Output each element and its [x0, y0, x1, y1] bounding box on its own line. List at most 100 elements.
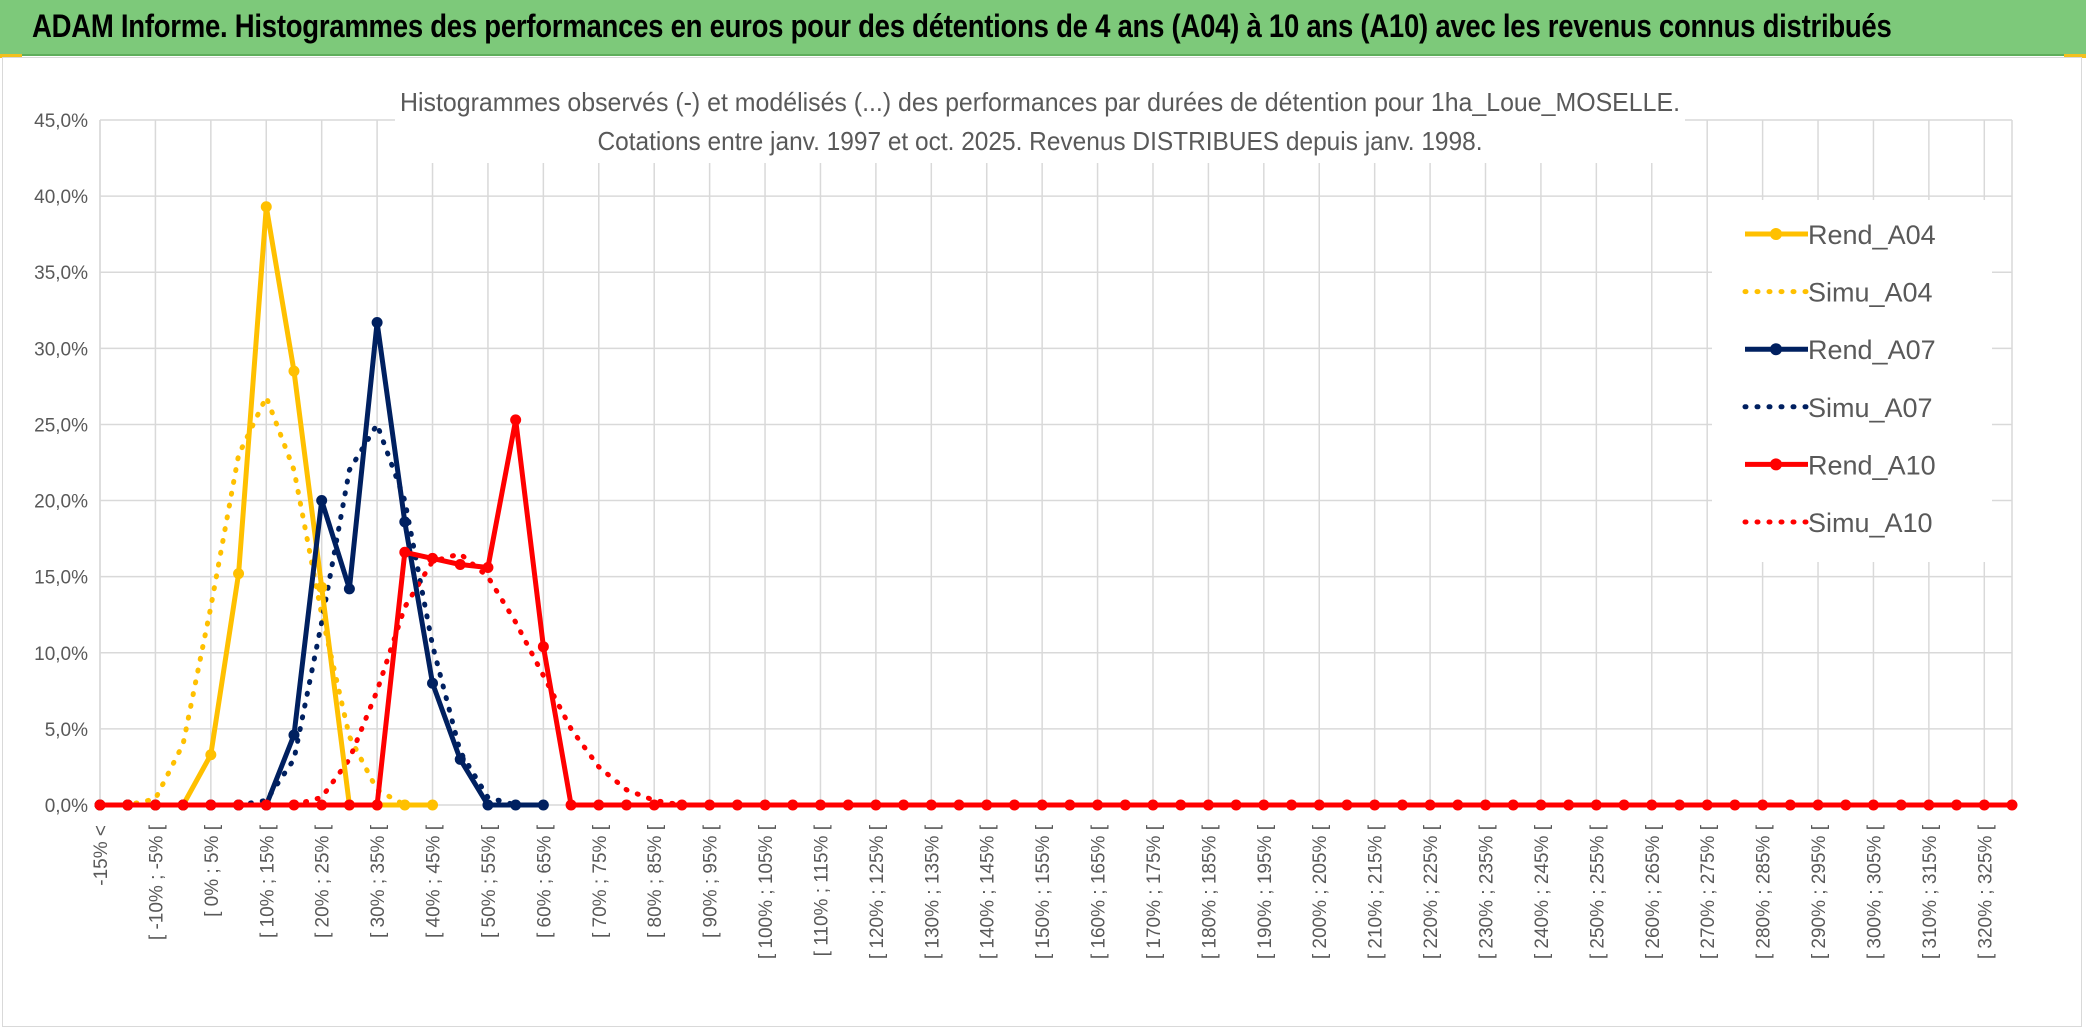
legend-item-simu-a10: Simu_A10: [1742, 508, 1933, 538]
x-tick-label: [ 60% ; 65% [: [534, 824, 555, 938]
data-point: [343, 799, 355, 811]
series-line: [97, 390, 408, 808]
data-point: [1618, 799, 1630, 811]
legend: Rend_A04 Simu_A04 Rend_A07 Simu_A07 Rend_A10…: [1742, 220, 1936, 538]
y-tick-label: 25,0%: [34, 415, 88, 436]
data-point: [1258, 799, 1270, 811]
series-line: [291, 551, 685, 808]
data-point: [343, 583, 355, 595]
legend-item-rend-a10: Rend_A10: [1745, 450, 1936, 480]
report-banner: ADAM Informe. Histogrammes des performan…: [0, 0, 2086, 56]
data-point: [1646, 799, 1658, 811]
x-tick-label: [ 80% ; 85% [: [645, 824, 666, 938]
data-point: [1119, 799, 1131, 811]
legend-label: Simu_A04: [1808, 278, 1933, 308]
x-tick-label: [ 90% ; 95% [: [701, 824, 722, 938]
data-point: [676, 799, 688, 811]
data-point: [288, 365, 300, 377]
x-tick-label: [ 140% ; 145% [: [978, 824, 999, 959]
y-tick-label: 10,0%: [34, 644, 88, 665]
data-point: [1452, 799, 1464, 811]
x-axis: -15% < [ -10% ; -5% [[ 0% ; 5% [[ 10% ; 1…: [91, 824, 1996, 959]
series-line: [100, 417, 2012, 808]
data-point: [482, 799, 494, 811]
data-point: [1230, 799, 1242, 811]
data-point: [1867, 799, 1879, 811]
data-point: [1175, 799, 1187, 811]
data-point: [205, 749, 217, 761]
x-tick-label: [ 190% ; 195% [: [1255, 824, 1276, 959]
data-point: [1978, 799, 1990, 811]
x-tick-label: [ 320% ; 325% [: [1975, 824, 1996, 959]
data-point: [399, 799, 411, 811]
series-line: [236, 418, 519, 808]
x-tick-label: [ 250% ; 255% [: [1587, 824, 1608, 959]
data-point: [1507, 799, 1519, 811]
chart-frame: [2, 57, 2082, 1027]
data-point: [399, 516, 411, 528]
data-point: [1701, 799, 1713, 811]
data-point: [704, 799, 716, 811]
x-tick-label: [ 70% ; 75% [: [590, 824, 611, 938]
data-point: [427, 799, 439, 811]
data-point: [233, 568, 245, 580]
data-point: [427, 677, 439, 689]
chart-title-line2: Cotations entre janv. 1997 et oct. 2025.…: [598, 126, 1483, 156]
y-tick-label: 5,0%: [45, 720, 88, 741]
x-tick-label: [ 270% ; 275% [: [1698, 824, 1719, 959]
x-tick-label: [ 280% ; 285% [: [1754, 824, 1775, 959]
corner-marker-right: [2064, 54, 2086, 58]
data-point: [205, 799, 217, 811]
x-tick-label: [ 300% ; 305% [: [1864, 824, 1885, 959]
y-tick-label: 45,0%: [34, 111, 88, 132]
data-point: [1036, 799, 1048, 811]
data-point: [759, 799, 771, 811]
data-point: [427, 552, 439, 564]
legend-label: Simu_A10: [1808, 508, 1933, 538]
x-tick-label: [ 160% ; 165% [: [1089, 824, 1110, 959]
series-simu-a07: [236, 418, 519, 808]
data-point: [260, 201, 272, 213]
x-tick-label: [ 50% ; 55% [: [479, 824, 500, 938]
data-point: [2006, 799, 2018, 811]
x-tick-label: [ 200% ; 205% [: [1310, 824, 1331, 959]
data-point: [288, 799, 300, 811]
data-point: [1840, 799, 1852, 811]
x-tick-label: -15% <: [91, 825, 112, 886]
series-rend-a10: [94, 414, 2018, 811]
legend-item-rend-a07: Rend_A07: [1745, 335, 1936, 365]
y-tick-label: 40,0%: [34, 187, 88, 208]
legend-item-rend-a04: Rend_A04: [1745, 220, 1936, 250]
data-point: [399, 546, 411, 558]
data-point: [510, 799, 522, 811]
data-point: [1202, 799, 1214, 811]
y-tick-label: 35,0%: [34, 263, 88, 284]
data-point: [149, 799, 161, 811]
series-group: [94, 201, 2018, 811]
data-point: [316, 495, 328, 507]
x-tick-label: [ 20% ; 25% [: [313, 824, 334, 938]
data-point: [537, 799, 549, 811]
x-tick-label: [ 170% ; 175% [: [1144, 824, 1165, 959]
y-tick-label: 15,0%: [34, 568, 88, 589]
x-tick-label: [ -10% ; -5% [: [146, 824, 167, 940]
x-tick-label: [ 10% ; 15% [: [257, 824, 278, 938]
report-title: ADAM Informe. Histogrammes des performan…: [32, 8, 1892, 44]
data-point: [620, 799, 632, 811]
data-point: [122, 799, 134, 811]
x-tick-label: [ 260% ; 265% [: [1643, 824, 1664, 959]
data-point: [565, 799, 577, 811]
data-point: [1424, 799, 1436, 811]
x-tick-label: [ 110% ; 115% [: [811, 824, 832, 956]
data-point: [1895, 799, 1907, 811]
data-point: [1951, 799, 1963, 811]
data-point: [842, 799, 854, 811]
legend-label: Rend_A07: [1808, 335, 1936, 365]
y-tick-label: 20,0%: [34, 492, 88, 513]
corner-marker-left: [0, 54, 22, 58]
data-point: [1064, 799, 1076, 811]
data-point: [814, 799, 826, 811]
data-point: [1396, 799, 1408, 811]
data-point: [1563, 799, 1575, 811]
